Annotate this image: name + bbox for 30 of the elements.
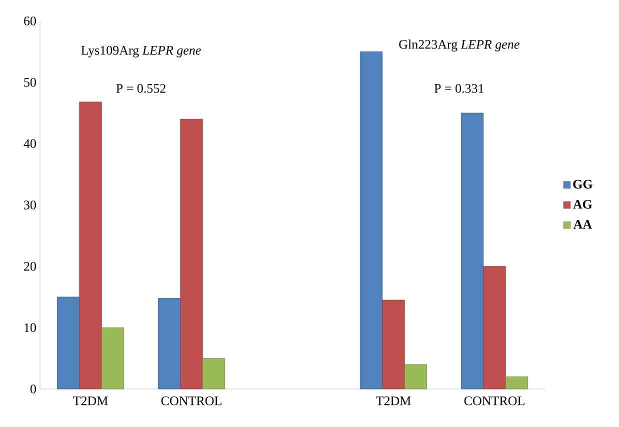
annotation: P = 0.331 [434, 84, 484, 93]
x-tick-label: CONTROL [161, 396, 222, 406]
x-tick-label: T2DM [73, 396, 108, 406]
bar [202, 358, 226, 390]
y-tick-label: 10 [24, 323, 36, 332]
annotation: Gln223Arg LEPR gene [399, 40, 520, 52]
x-tick-label: T2DM [376, 396, 411, 406]
bar [460, 112, 484, 390]
y-tick-label: 0 [30, 384, 36, 394]
bar [158, 298, 181, 390]
bar [483, 266, 506, 390]
y-tick-label: 60 [24, 16, 36, 26]
y-tick-label: 40 [24, 139, 36, 148]
bar [56, 296, 80, 390]
bar [404, 364, 428, 390]
x-tick-label: CONTROL [464, 396, 524, 406]
bar [360, 51, 383, 390]
bar [382, 300, 405, 390]
annotation: P = 0.552 [116, 84, 166, 93]
y-tick-label: 30 [24, 200, 36, 210]
bar [101, 327, 124, 390]
bar [505, 376, 528, 390]
annotation: Lys109Arg LEPR gene [81, 46, 201, 58]
y-tick-label: 20 [24, 262, 36, 271]
legend-label: AG [573, 200, 592, 209]
legend-label: AA [573, 220, 592, 229]
legend-label: GG [573, 180, 592, 189]
bar [79, 102, 102, 390]
y-tick-label: 50 [24, 78, 36, 87]
bar [180, 118, 203, 390]
